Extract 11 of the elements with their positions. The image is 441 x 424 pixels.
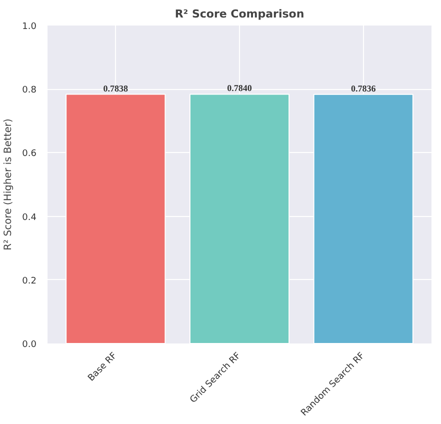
data-label: 0.7838	[103, 83, 129, 94]
chart-title: R² Score Comparison	[174, 8, 304, 20]
data-label: 0.7836	[350, 83, 376, 94]
y-tick-label: 0.0	[22, 340, 37, 350]
y-tick-label: 0.4	[22, 212, 37, 223]
y-tick-label: 0.2	[22, 276, 37, 286]
data-label: 0.7840	[227, 83, 252, 94]
y-tick-label: 1.0	[22, 22, 37, 32]
y-tick-label: 0.6	[22, 149, 37, 160]
y-tick-label: 0.8	[22, 86, 37, 96]
y-axis-title: R² Score (Higher is Better)	[3, 118, 14, 250]
